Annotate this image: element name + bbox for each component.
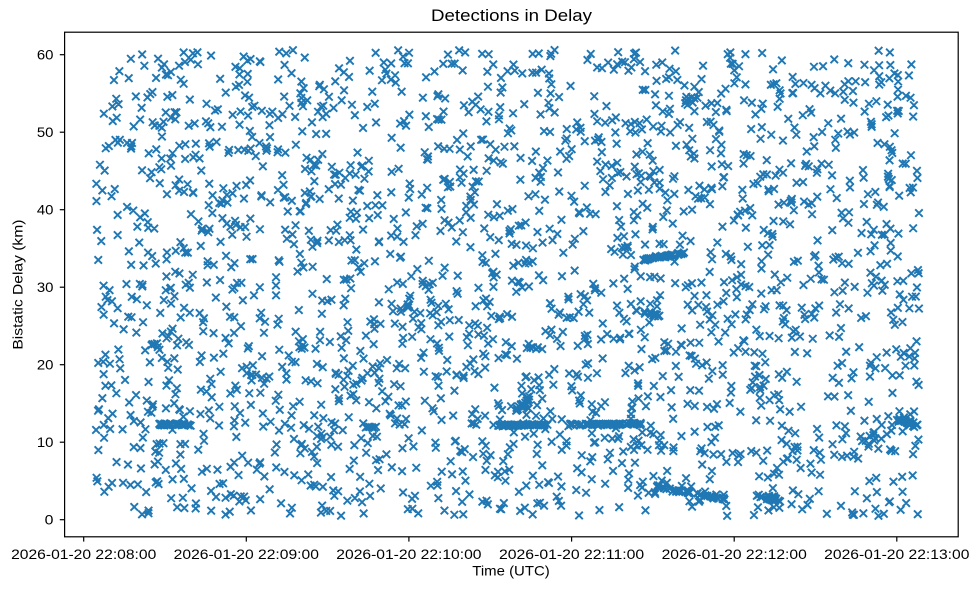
svg-text:20: 20 — [37, 357, 54, 373]
svg-text:2026-01-20 22:11:00: 2026-01-20 22:11:00 — [499, 546, 644, 562]
svg-text:0: 0 — [45, 512, 54, 528]
svg-text:Bistatic Delay (km): Bistatic Delay (km) — [9, 220, 25, 350]
svg-text:Detections in Delay: Detections in Delay — [431, 6, 593, 25]
svg-text:30: 30 — [37, 279, 54, 295]
svg-text:Time (UTC): Time (UTC) — [472, 562, 549, 578]
svg-text:2026-01-20 22:08:00: 2026-01-20 22:08:00 — [11, 546, 156, 562]
svg-text:2026-01-20 22:12:00: 2026-01-20 22:12:00 — [662, 546, 807, 562]
svg-text:40: 40 — [37, 202, 54, 218]
svg-text:50: 50 — [37, 124, 54, 140]
svg-text:10: 10 — [37, 434, 54, 450]
svg-text:2026-01-20 22:13:00: 2026-01-20 22:13:00 — [824, 546, 969, 562]
svg-text:2026-01-20 22:09:00: 2026-01-20 22:09:00 — [174, 546, 319, 562]
svg-text:60: 60 — [37, 47, 54, 63]
svg-text:2026-01-20 22:10:00: 2026-01-20 22:10:00 — [336, 546, 481, 562]
